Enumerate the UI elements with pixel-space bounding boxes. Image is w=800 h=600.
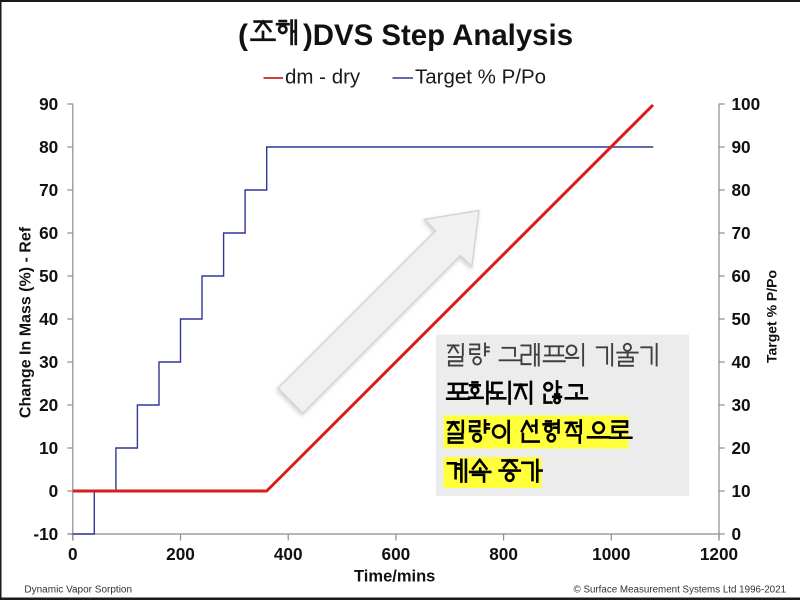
svg-text:(: ( [238,19,248,52]
svg-text:60: 60 [732,266,751,286]
svg-text:20: 20 [39,395,58,415]
svg-text:0: 0 [68,544,78,564]
svg-text:Change In Mass (%) - Ref: Change In Mass (%) - Ref [18,226,35,418]
svg-text:30: 30 [732,395,751,415]
svg-text:40: 40 [39,309,58,329]
svg-text:20: 20 [732,438,751,458]
svg-text:60: 60 [39,223,58,243]
svg-text:50: 50 [39,266,58,286]
svg-text:-10: -10 [33,524,58,544]
svg-text:800: 800 [489,544,518,564]
svg-text:1000: 1000 [592,544,630,564]
svg-text:600: 600 [382,544,411,564]
svg-text:90: 90 [39,94,58,114]
svg-text:70: 70 [732,223,751,243]
svg-text:100: 100 [732,94,761,114]
svg-text:Target % P/Po: Target % P/Po [764,270,780,363]
svg-text:10: 10 [732,481,751,501]
svg-text:10: 10 [39,438,58,458]
svg-text:)DVS Step Analysis: )DVS Step Analysis [303,19,573,52]
svg-text:Target % P/Po: Target % P/Po [415,66,546,89]
svg-text:0: 0 [49,481,59,501]
svg-text:40: 40 [732,352,751,372]
svg-text:Dynamic Vapor Sorption: Dynamic Vapor Sorption [24,585,132,596]
svg-text:90: 90 [732,137,751,157]
svg-text:Time/mins: Time/mins [354,568,435,586]
svg-text:dm - dry: dm - dry [285,66,361,89]
svg-text:200: 200 [166,544,195,564]
svg-text:30: 30 [39,352,58,372]
svg-text:© Surface Measurement Systems: © Surface Measurement Systems Ltd 1996-2… [574,585,787,596]
svg-text:50: 50 [732,309,751,329]
svg-text:80: 80 [39,137,58,157]
svg-text:1200: 1200 [700,544,738,564]
svg-text:0: 0 [732,524,742,544]
svg-text:80: 80 [732,180,751,200]
svg-text:400: 400 [274,544,303,564]
svg-text:70: 70 [39,180,58,200]
